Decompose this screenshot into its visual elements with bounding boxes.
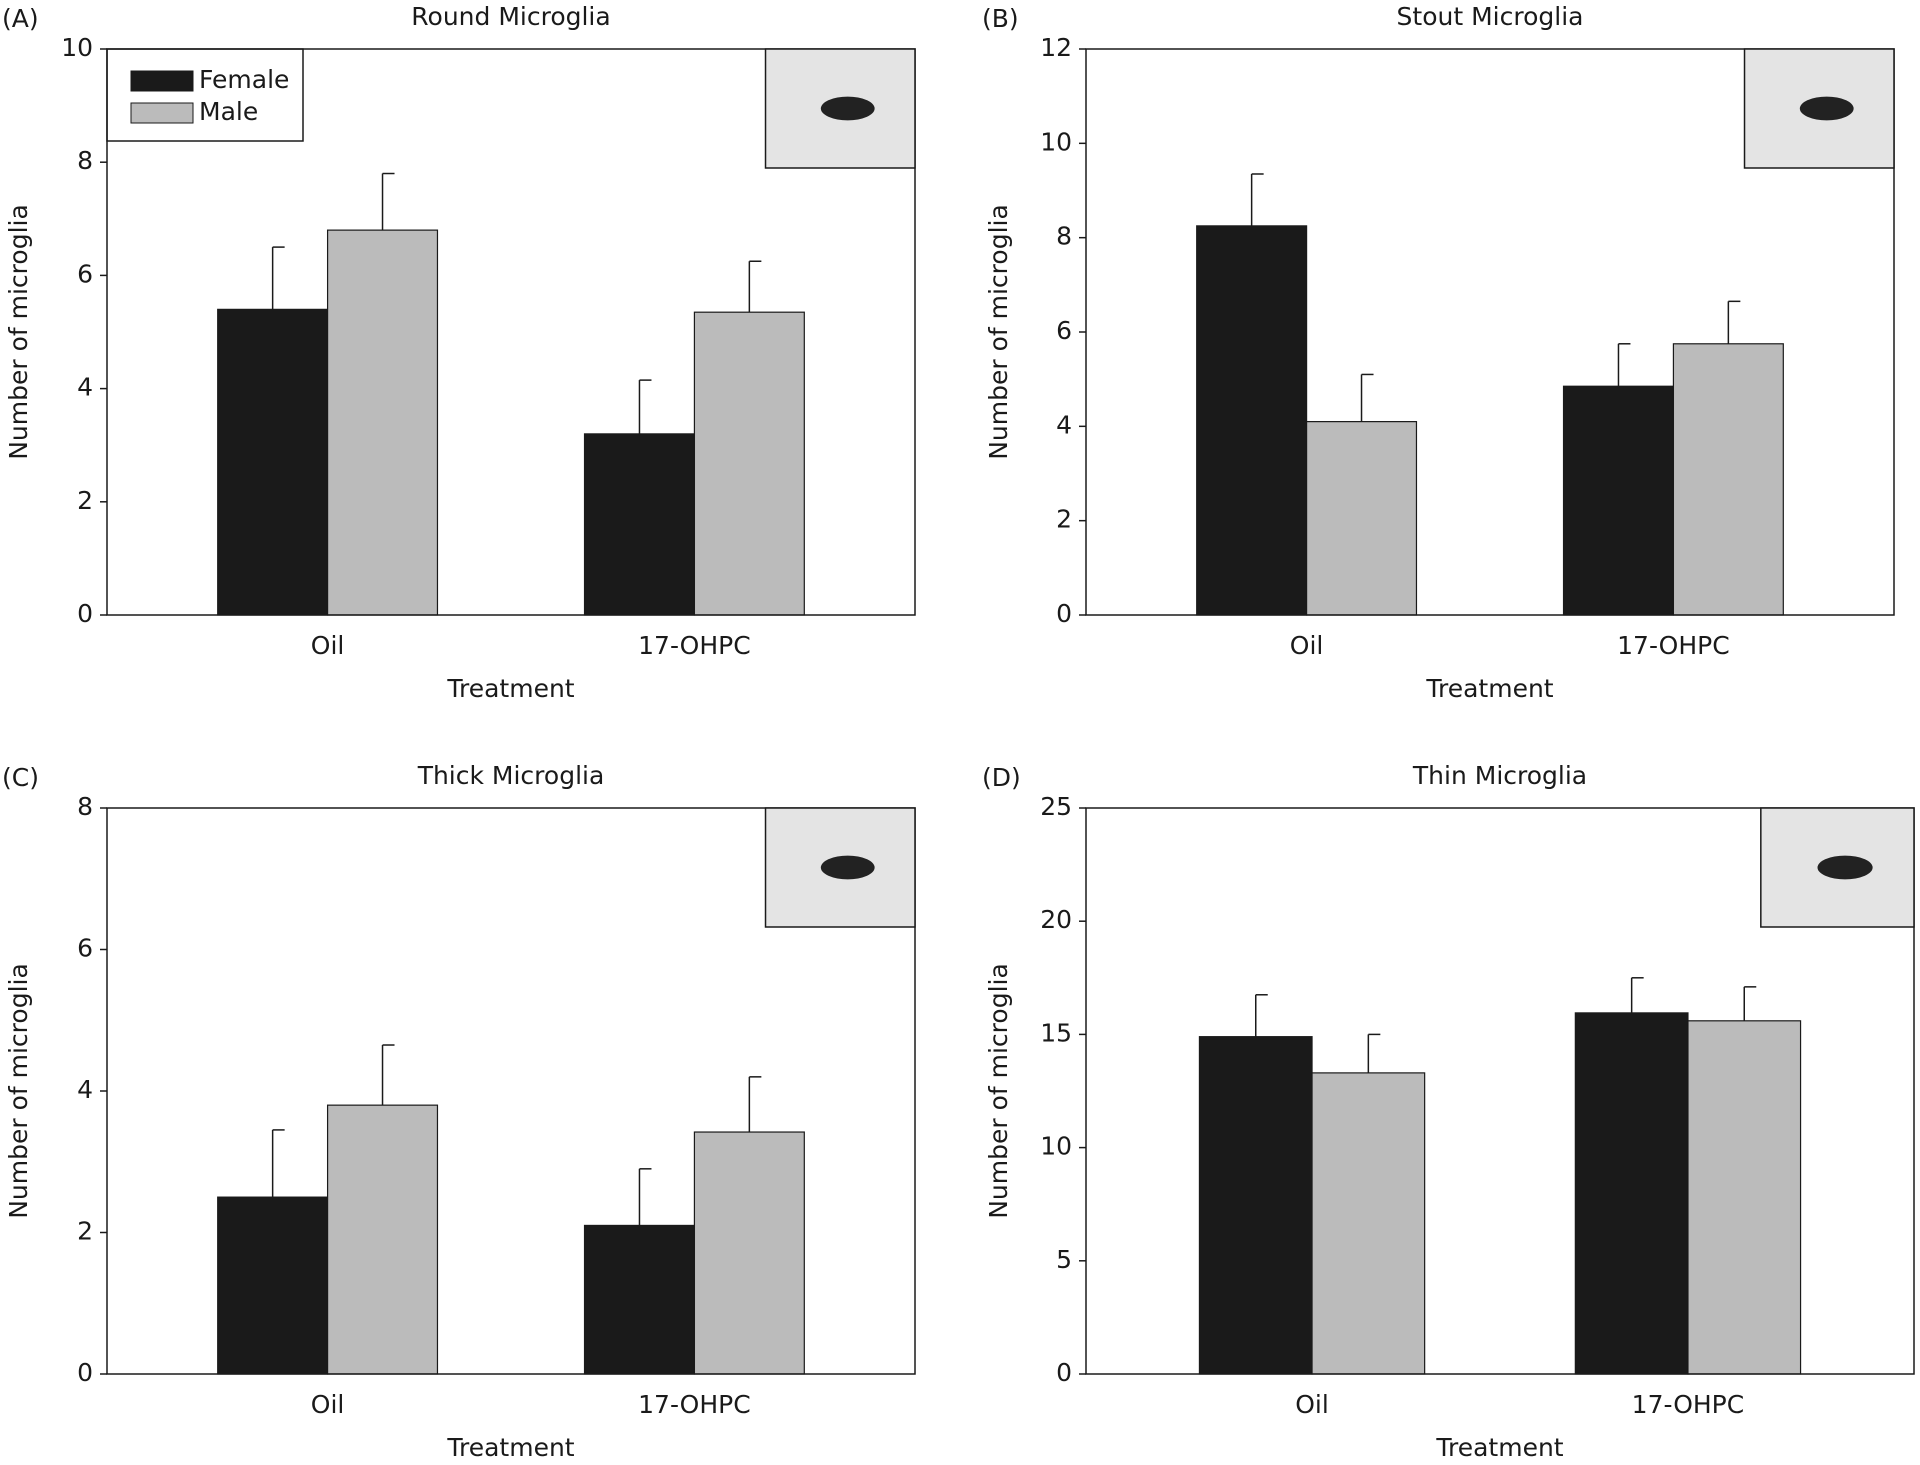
panel-label: (A)	[2, 4, 39, 33]
chart-title: Stout Microglia	[1397, 2, 1584, 31]
bar	[583, 1224, 696, 1375]
y-tick-label: 6	[77, 934, 93, 963]
y-axis-label: Number of microglia	[4, 963, 33, 1219]
x-axis-label: Treatment	[446, 674, 574, 703]
y-tick-label: 6	[77, 259, 93, 288]
chart-title: Round Microglia	[411, 2, 610, 31]
chart-title: Thin Microglia	[1412, 761, 1587, 790]
legend: Female Male	[106, 48, 304, 142]
inset-cell	[1799, 96, 1854, 121]
bar	[1562, 385, 1675, 616]
bar	[1574, 1012, 1689, 1375]
bar	[693, 1131, 805, 1375]
y-tick-label: 2	[77, 486, 93, 515]
y-tick-label: 8	[1056, 222, 1072, 251]
panel-label: (B)	[982, 4, 1019, 33]
chart-title: Thick Microglia	[417, 761, 605, 790]
legend-swatch	[130, 102, 194, 124]
panel-label: (D)	[982, 763, 1021, 792]
x-axis-label: Treatment	[1435, 1433, 1563, 1462]
y-tick-label: 15	[1040, 1018, 1072, 1047]
y-tick-label: 2	[77, 1217, 93, 1246]
y-tick-label: 0	[1056, 599, 1072, 628]
inset-cell	[1817, 855, 1873, 880]
x-tick-label: 17-OHPC	[638, 631, 751, 660]
plot-frame	[1085, 48, 1895, 616]
y-axis-label: Number of microglia	[4, 204, 33, 460]
legend-frame	[106, 48, 304, 142]
bar	[1687, 1020, 1802, 1375]
bar	[693, 311, 805, 616]
plot-frame	[1085, 807, 1915, 1375]
x-tick-label: Oil	[311, 1390, 345, 1419]
inset-cell	[820, 96, 875, 121]
x-axis-label: Treatment	[1425, 674, 1553, 703]
y-tick-label: 10	[1040, 1132, 1072, 1161]
bar	[326, 229, 439, 616]
y-tick-label: 0	[77, 1358, 93, 1387]
inset-cell	[820, 855, 875, 880]
legend-label: Female	[199, 65, 289, 94]
y-tick-label: 4	[77, 1075, 93, 1104]
y-tick-label: 8	[77, 792, 93, 821]
x-tick-label: Oil	[1295, 1390, 1329, 1419]
y-tick-label: 20	[1040, 905, 1072, 934]
y-tick-label: 25	[1040, 792, 1072, 821]
x-tick-label: Oil	[1290, 631, 1324, 660]
y-tick-label: 5	[1056, 1245, 1072, 1274]
x-tick-label: 17-OHPC	[638, 1390, 751, 1419]
y-tick-label: 0	[77, 599, 93, 628]
x-tick-label: 17-OHPC	[1632, 1390, 1745, 1419]
bar	[217, 308, 329, 616]
plot-frame	[106, 807, 916, 1375]
bar	[217, 1196, 329, 1375]
y-tick-label: 4	[77, 373, 93, 402]
bar	[583, 433, 696, 616]
panel-label: (C)	[2, 763, 39, 792]
y-tick-label: 12	[1040, 33, 1072, 62]
bar	[326, 1104, 439, 1375]
y-tick-label: 6	[1056, 316, 1072, 345]
bar	[1198, 1036, 1313, 1375]
bar	[1305, 421, 1418, 616]
y-tick-label: 10	[61, 33, 93, 62]
x-tick-label: Oil	[311, 631, 345, 660]
x-axis-label: Treatment	[446, 1433, 574, 1462]
bar	[1311, 1072, 1426, 1375]
y-tick-label: 0	[1056, 1358, 1072, 1387]
bar	[1672, 343, 1784, 616]
y-tick-label: 4	[1056, 410, 1072, 439]
legend-label: Male	[199, 97, 258, 126]
y-tick-label: 2	[1056, 505, 1072, 534]
legend-swatch	[130, 70, 194, 92]
y-tick-label: 8	[77, 146, 93, 175]
bar	[1196, 225, 1308, 616]
y-axis-label: Number of microglia	[984, 204, 1013, 460]
y-tick-label: 10	[1040, 127, 1072, 156]
plot-frame	[106, 48, 916, 616]
y-axis-label: Number of microglia	[984, 963, 1013, 1219]
x-tick-label: 17-OHPC	[1617, 631, 1730, 660]
